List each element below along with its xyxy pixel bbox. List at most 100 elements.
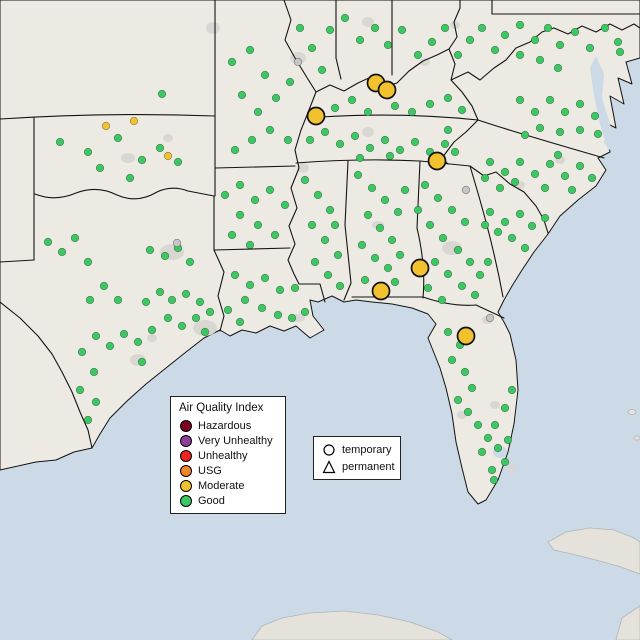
monitor-point-moderate-large[interactable] (456, 326, 476, 346)
monitor-point-good[interactable] (141, 297, 151, 307)
monitor-point-good[interactable] (333, 250, 343, 260)
monitor-point-good[interactable] (260, 70, 270, 80)
monitor-point-good[interactable] (395, 145, 405, 155)
monitor-point-good[interactable] (91, 331, 101, 341)
monitor-point-good[interactable] (483, 257, 493, 267)
monitor-point-good[interactable] (147, 325, 157, 335)
monitor-point-good[interactable] (467, 383, 477, 393)
monitor-point-good[interactable] (515, 20, 525, 30)
monitor-point-good[interactable] (220, 190, 230, 200)
monitor-point-good[interactable] (515, 95, 525, 105)
monitor-point-missing[interactable] (293, 57, 303, 67)
monitor-point-good[interactable] (250, 195, 260, 205)
monitor-point-good[interactable] (237, 90, 247, 100)
monitor-point-good[interactable] (393, 207, 403, 217)
monitor-point-good[interactable] (447, 205, 457, 215)
monitor-point-good[interactable] (335, 281, 345, 291)
monitor-point-good[interactable] (320, 235, 330, 245)
monitor-point-good[interactable] (247, 135, 257, 145)
monitor-point-good[interactable] (587, 173, 597, 183)
monitor-point-good[interactable] (423, 283, 433, 293)
monitor-point-good[interactable] (85, 295, 95, 305)
monitor-point-good[interactable] (347, 95, 357, 105)
monitor-point-good[interactable] (400, 185, 410, 195)
monitor-point-good[interactable] (325, 25, 335, 35)
monitor-point-good[interactable] (475, 270, 485, 280)
monitor-point-good[interactable] (490, 45, 500, 55)
monitor-point-good[interactable] (543, 23, 553, 33)
monitor-point-good[interactable] (200, 327, 210, 337)
monitor-point-good[interactable] (240, 295, 250, 305)
monitor-point-good[interactable] (560, 107, 570, 117)
monitor-point-good[interactable] (119, 329, 129, 339)
monitor-point-good[interactable] (593, 129, 603, 139)
monitor-point-good[interactable] (457, 281, 467, 291)
monitor-point-good[interactable] (367, 183, 377, 193)
monitor-point-moderate[interactable] (129, 116, 139, 126)
monitor-point-good[interactable] (257, 303, 267, 313)
monitor-point-good[interactable] (585, 43, 595, 53)
monitor-point-good[interactable] (483, 433, 493, 443)
monitor-point-good[interactable] (410, 137, 420, 147)
monitor-point-good[interactable] (77, 347, 87, 357)
monitor-point-good[interactable] (413, 205, 423, 215)
monitor-point-good[interactable] (287, 313, 297, 323)
monitor-point-good[interactable] (443, 269, 453, 279)
monitor-point-good[interactable] (137, 155, 147, 165)
monitor-point-good[interactable] (493, 227, 503, 237)
monitor-point-good[interactable] (487, 465, 497, 475)
monitor-point-good[interactable] (137, 357, 147, 367)
monitor-point-good[interactable] (493, 443, 503, 453)
monitor-point-good[interactable] (437, 295, 447, 305)
monitor-point-good[interactable] (355, 153, 365, 163)
monitor-point-good[interactable] (530, 169, 540, 179)
monitor-point-good[interactable] (407, 107, 417, 117)
monitor-point-good[interactable] (245, 280, 255, 290)
monitor-point-good[interactable] (575, 161, 585, 171)
monitor-point-good[interactable] (113, 295, 123, 305)
monitor-point-good[interactable] (83, 147, 93, 157)
monitor-point-good[interactable] (453, 395, 463, 405)
monitor-point-good[interactable] (457, 105, 467, 115)
monitor-point-good[interactable] (460, 367, 470, 377)
monitor-point-good[interactable] (590, 111, 600, 121)
monitor-point-good[interactable] (89, 367, 99, 377)
monitor-point-moderate-large[interactable] (371, 281, 391, 301)
monitor-point-good[interactable] (383, 263, 393, 273)
monitor-point-good[interactable] (70, 233, 80, 243)
monitor-point-good[interactable] (447, 355, 457, 365)
monitor-point-good[interactable] (270, 230, 280, 240)
monitor-point-good[interactable] (357, 240, 367, 250)
monitor-point-good[interactable] (427, 37, 437, 47)
monitor-point-good[interactable] (485, 207, 495, 217)
monitor-point-good[interactable] (317, 65, 327, 75)
monitor-point-good[interactable] (463, 407, 473, 417)
monitor-point-missing[interactable] (485, 313, 495, 323)
monitor-point-good[interactable] (75, 385, 85, 395)
monitor-point-good[interactable] (520, 243, 530, 253)
monitor-point-good[interactable] (560, 171, 570, 181)
monitor-point-good[interactable] (520, 130, 530, 140)
monitor-point-good[interactable] (271, 93, 281, 103)
monitor-point-good[interactable] (540, 213, 550, 223)
monitor-point-good[interactable] (95, 163, 105, 173)
monitor-point-good[interactable] (480, 173, 490, 183)
monitor-point-good[interactable] (555, 127, 565, 137)
monitor-point-good[interactable] (530, 35, 540, 45)
monitor-point-good[interactable] (430, 257, 440, 267)
monitor-point-good[interactable] (395, 250, 405, 260)
monitor-point-good[interactable] (507, 233, 517, 243)
monitor-point-good[interactable] (465, 257, 475, 267)
monitor-point-good[interactable] (495, 183, 505, 193)
monitor-point-good[interactable] (99, 281, 109, 291)
monitor-point-good[interactable] (260, 273, 270, 283)
monitor-point-good[interactable] (500, 403, 510, 413)
monitor-point-missing[interactable] (172, 238, 182, 248)
monitor-point-good[interactable] (385, 151, 395, 161)
monitor-point-good[interactable] (443, 327, 453, 337)
monitor-point-good[interactable] (440, 139, 450, 149)
monitor-point-good[interactable] (235, 210, 245, 220)
monitor-point-good[interactable] (515, 157, 525, 167)
monitor-point-good[interactable] (438, 233, 448, 243)
monitor-point-good[interactable] (313, 190, 323, 200)
